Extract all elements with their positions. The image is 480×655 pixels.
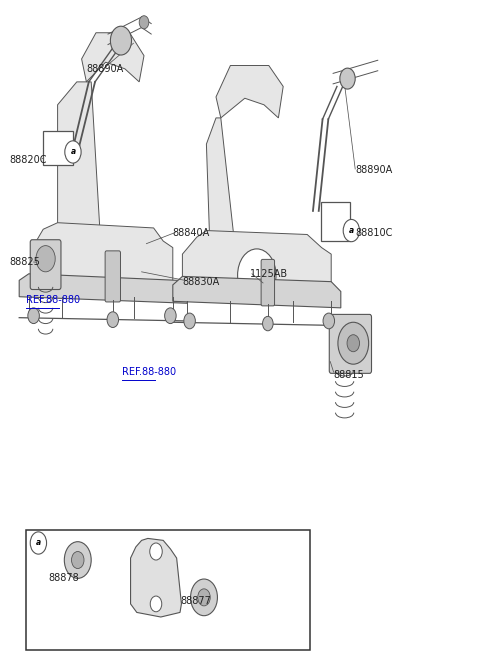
Text: 88810C: 88810C [355, 227, 393, 238]
Circle shape [338, 322, 369, 364]
Circle shape [238, 249, 276, 301]
Circle shape [198, 589, 210, 606]
Circle shape [65, 141, 81, 163]
Polygon shape [173, 276, 341, 308]
Text: 1125AB: 1125AB [250, 269, 288, 279]
Circle shape [343, 219, 360, 242]
Text: 88820C: 88820C [10, 155, 47, 166]
Text: a: a [71, 147, 75, 157]
Circle shape [347, 335, 360, 352]
FancyBboxPatch shape [329, 314, 372, 373]
FancyBboxPatch shape [261, 259, 275, 306]
Circle shape [110, 26, 132, 55]
Circle shape [107, 312, 119, 328]
FancyBboxPatch shape [30, 240, 61, 290]
Circle shape [150, 596, 162, 612]
Text: REF.88-880: REF.88-880 [122, 367, 177, 377]
Text: 88878: 88878 [48, 572, 79, 583]
Circle shape [28, 308, 39, 324]
Text: a: a [36, 538, 41, 548]
Text: 88890A: 88890A [355, 165, 393, 176]
Circle shape [72, 552, 84, 569]
FancyBboxPatch shape [43, 131, 73, 165]
Polygon shape [182, 231, 331, 298]
Circle shape [165, 308, 176, 324]
Circle shape [340, 68, 355, 89]
Circle shape [184, 313, 195, 329]
Circle shape [191, 579, 217, 616]
FancyBboxPatch shape [105, 251, 120, 302]
Polygon shape [58, 82, 158, 288]
Polygon shape [206, 118, 302, 291]
Text: 88840A: 88840A [173, 227, 210, 238]
Text: 88877: 88877 [180, 595, 211, 606]
Circle shape [263, 316, 273, 331]
Text: 88890A: 88890A [86, 64, 124, 74]
Polygon shape [131, 538, 181, 617]
Circle shape [139, 16, 149, 29]
Text: a: a [349, 226, 354, 235]
Text: REF.88-880: REF.88-880 [26, 295, 81, 305]
FancyBboxPatch shape [321, 202, 350, 241]
Text: 88815: 88815 [334, 369, 364, 380]
Polygon shape [216, 66, 283, 118]
Circle shape [64, 542, 91, 578]
Polygon shape [19, 274, 187, 303]
Polygon shape [82, 33, 144, 82]
FancyBboxPatch shape [26, 530, 310, 650]
Text: 88825: 88825 [10, 257, 40, 267]
Polygon shape [34, 223, 173, 293]
Circle shape [30, 532, 47, 554]
Circle shape [323, 313, 335, 329]
Circle shape [150, 543, 162, 560]
Circle shape [36, 246, 55, 272]
Text: 88830A: 88830A [182, 276, 220, 287]
